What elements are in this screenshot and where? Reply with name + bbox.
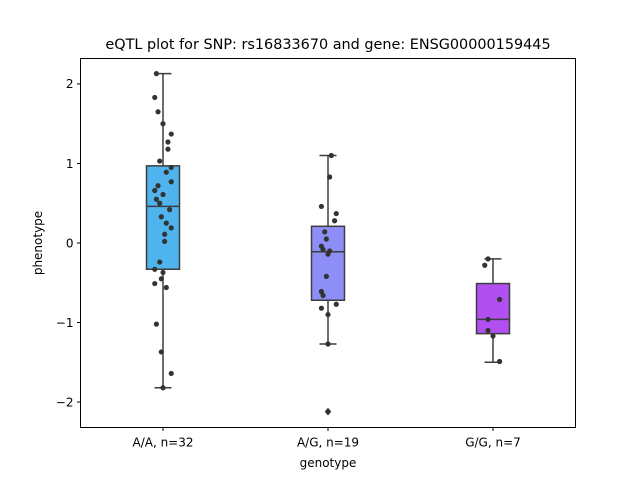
- data-point: [168, 131, 174, 137]
- data-point: [497, 358, 503, 365]
- plot-area: [145, 71, 511, 416]
- data-point: [325, 311, 331, 318]
- box-group: [475, 258, 511, 364]
- data-point: [333, 301, 339, 307]
- data-point: [327, 174, 333, 180]
- y-tick-label: 1: [66, 157, 74, 171]
- data-point: [163, 220, 169, 226]
- data-point: [157, 158, 163, 164]
- data-point: [153, 321, 159, 327]
- data-point: [168, 225, 174, 231]
- x-tick-label: G/G, n=7: [465, 436, 521, 450]
- data-point: [168, 370, 174, 377]
- data-point: [152, 187, 158, 194]
- box-iqr: [475, 282, 511, 335]
- y-axis-label: phenotype: [31, 211, 45, 275]
- data-point: [485, 316, 491, 322]
- data-point: [318, 288, 324, 295]
- data-point: [482, 262, 488, 268]
- data-point: [162, 231, 168, 237]
- data-point: [153, 196, 159, 202]
- data-point: [160, 385, 166, 391]
- y-axis: −2 −1 0 1 2: [56, 77, 81, 409]
- data-point: [490, 333, 496, 339]
- data-point: [325, 251, 331, 257]
- data-point: [160, 121, 166, 127]
- data-point: [153, 71, 159, 77]
- data-point: [323, 236, 329, 242]
- data-point: [168, 179, 174, 185]
- data-point: [323, 273, 329, 280]
- x-axis: A/A, n=32 A/G, n=19 G/G, n=7: [132, 427, 521, 450]
- data-point: [322, 229, 328, 235]
- data-point: [318, 203, 324, 210]
- data-point: [320, 292, 326, 299]
- data-point: [155, 183, 161, 189]
- data-point: [167, 206, 173, 213]
- data-point: [160, 269, 166, 276]
- box-group: [145, 72, 181, 389]
- data-point: [318, 305, 324, 311]
- x-tick-label: A/G, n=19: [297, 436, 359, 450]
- data-point: [158, 214, 164, 220]
- chart-title: eQTL plot for SNP: rs16833670 and gene: …: [105, 37, 550, 53]
- data-point: [328, 152, 334, 159]
- y-tick-label: 2: [66, 77, 74, 91]
- y-tick-label: −2: [56, 395, 74, 409]
- data-point: [168, 164, 174, 171]
- data-point: [497, 296, 503, 303]
- y-tick-label: −1: [56, 316, 74, 330]
- data-point: [325, 408, 331, 415]
- data-point: [485, 327, 491, 334]
- data-point: [158, 276, 164, 282]
- data-point: [152, 280, 158, 287]
- data-point: [152, 266, 158, 272]
- data-point: [163, 169, 169, 175]
- data-point: [152, 94, 158, 101]
- data-point: [333, 210, 339, 217]
- data-point: [165, 146, 171, 152]
- data-point: [162, 238, 168, 245]
- data-point: [163, 284, 169, 291]
- data-point: [158, 349, 164, 355]
- x-axis-label: genotype: [300, 456, 357, 470]
- data-point: [485, 256, 491, 262]
- data-point: [157, 200, 163, 206]
- data-point: [325, 341, 331, 347]
- data-point: [155, 109, 161, 115]
- data-point: [157, 259, 163, 265]
- x-tick-label: A/A, n=32: [132, 436, 193, 450]
- data-point: [332, 218, 338, 224]
- box-group: [310, 154, 346, 416]
- data-point: [320, 246, 326, 252]
- data-point: [165, 139, 171, 145]
- y-tick-label: 0: [66, 236, 74, 250]
- data-point: [160, 191, 166, 198]
